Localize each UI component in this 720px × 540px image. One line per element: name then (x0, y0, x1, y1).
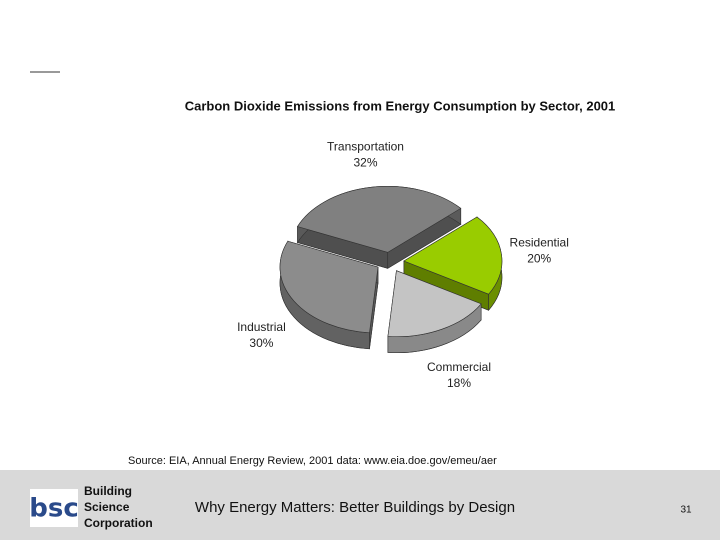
slice-label: Commercial (427, 360, 491, 374)
pie-slice (297, 186, 462, 253)
logo-box (30, 489, 78, 527)
slice-value-label: 18% (447, 376, 471, 390)
logo-text: Corporation (84, 516, 153, 530)
slice-value-label: 20% (527, 251, 551, 265)
pie-slice (279, 240, 379, 334)
footer-title: Why Energy Matters: Better Buildings by … (195, 499, 515, 516)
source-note: Source: EIA, Annual Energy Review, 2001 … (128, 455, 497, 467)
slice-label: Industrial (237, 320, 286, 334)
chart-title: Carbon Dioxide Emissions from Energy Con… (185, 98, 616, 113)
pie-labels: Transportation 32% Residential 20% Commercia… (237, 140, 569, 390)
slice-value-label: 30% (249, 336, 273, 350)
slice-value-label: 32% (353, 156, 377, 170)
pie (279, 186, 503, 353)
pie-slice (387, 270, 482, 337)
logo-text: Science (84, 500, 130, 514)
slice-label: Residential (510, 235, 569, 249)
pie-slice (403, 216, 503, 295)
footer-band (0, 470, 720, 540)
slice-label: Transportation (327, 140, 404, 154)
page-number: 31 (680, 505, 692, 516)
logo-mark: bsc (29, 494, 79, 524)
logo-text: Building (84, 484, 132, 498)
